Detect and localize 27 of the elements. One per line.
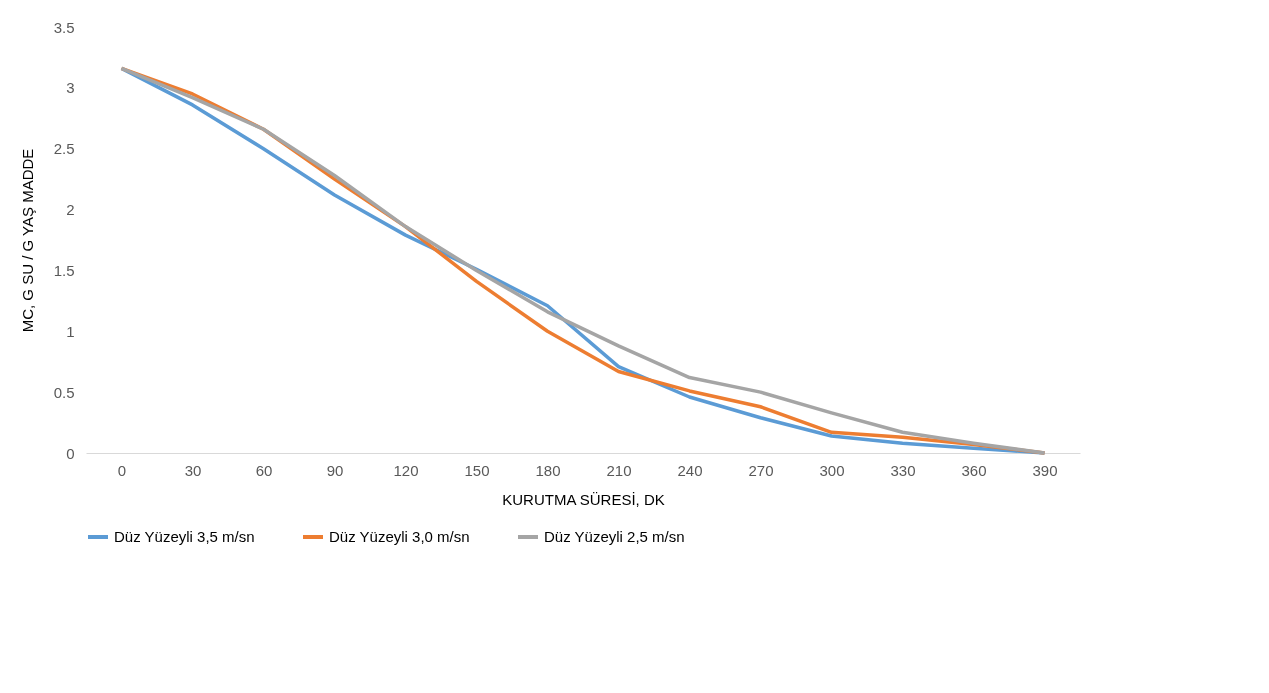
y-tick-label: 3.5 — [53, 18, 75, 36]
x-tick-label: 180 — [535, 461, 561, 479]
legend-label: Düz Yüzeyli 3,0 m/sn — [329, 528, 470, 545]
x-tick-label: 360 — [961, 461, 987, 479]
x-axis-title: KURUTMA SÜRESİ, DK — [502, 490, 665, 508]
legend-label: Düz Yüzeyli 3,5 m/sn — [114, 528, 255, 545]
y-tick-label: 3 — [66, 79, 75, 97]
x-tick-label: 240 — [677, 461, 703, 479]
x-tick-label: 330 — [890, 461, 916, 479]
x-tick-label: 390 — [1032, 461, 1058, 479]
x-tick-label: 270 — [748, 461, 774, 479]
legend-label: Düz Yüzeyli 2,5 m/sn — [544, 528, 685, 545]
y-tick-label: 0 — [66, 444, 75, 462]
y-tick-label: 2.5 — [53, 140, 75, 158]
x-tick-label: 30 — [184, 461, 202, 479]
x-tick-label: 210 — [606, 461, 632, 479]
x-tick-label: 60 — [255, 461, 273, 479]
x-tick-label: 0 — [117, 461, 127, 479]
x-tick-label: 90 — [326, 461, 344, 479]
x-tick-label: 300 — [819, 461, 845, 479]
x-tick-label: 120 — [393, 461, 419, 479]
y-tick-label: 0.5 — [53, 383, 75, 401]
y-tick-label: 1.5 — [53, 261, 75, 279]
y-axis-title: MC, G SU / G YAŞ MADDE — [18, 148, 36, 333]
y-tick-label: 2 — [66, 201, 75, 219]
y-tick-label: 1 — [66, 322, 75, 340]
x-tick-label: 150 — [464, 461, 490, 479]
